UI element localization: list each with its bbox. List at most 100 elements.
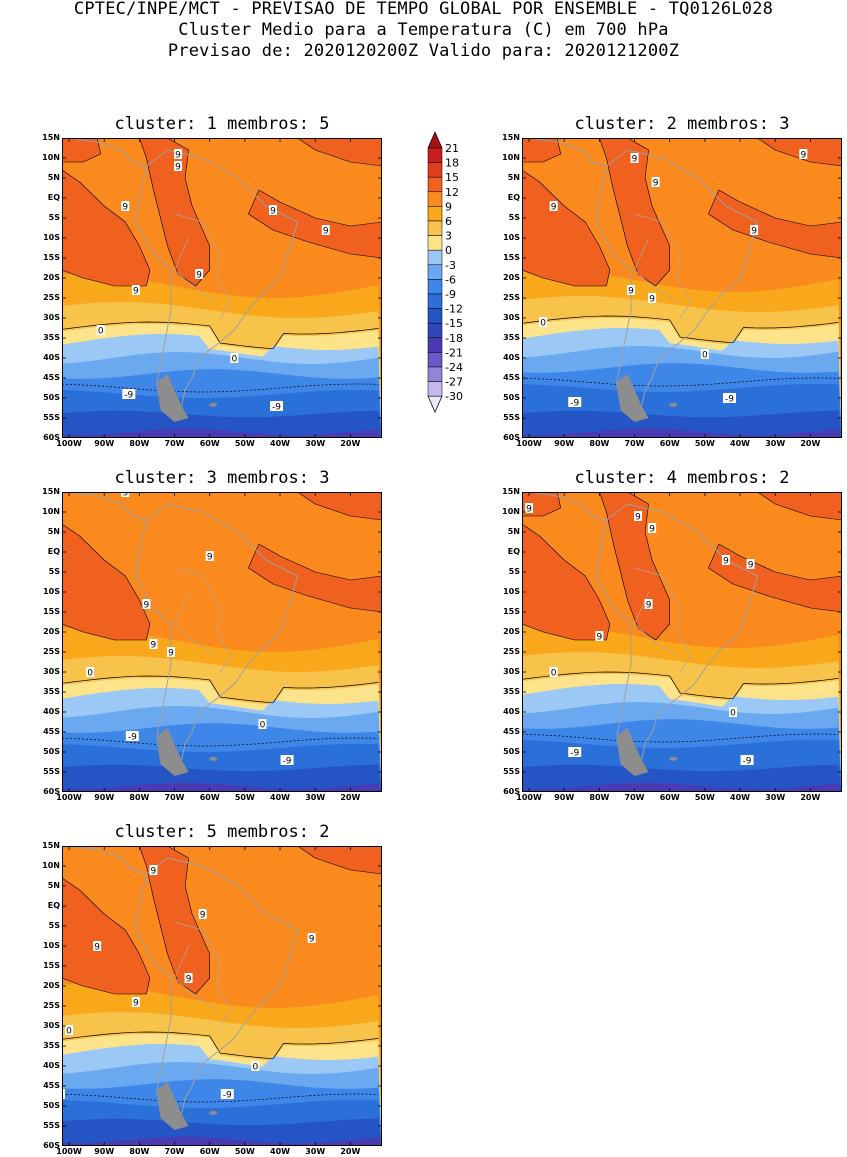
figure-header-line-2: Cluster Medio para a Temperatura (C) em … <box>178 20 669 40</box>
contour-0 <box>522 315 839 344</box>
country-border <box>634 567 681 633</box>
contour-label: 9 <box>596 633 602 643</box>
warm-region-above-9 <box>522 138 562 163</box>
lon-tick-label: 60W <box>659 793 680 802</box>
lat-tick-label: 55S <box>43 767 60 776</box>
contour-label: 9 <box>649 295 655 305</box>
lat-tick-label: 15N <box>502 487 520 496</box>
contour-label: -9 <box>570 399 579 409</box>
lat-tick-label: 15N <box>502 133 520 142</box>
lat-tick-label: 25S <box>43 293 60 302</box>
colorbar-swatch <box>427 279 443 295</box>
lon-tick-label: 100W <box>56 793 82 802</box>
colorbar-label: 6 <box>445 215 452 228</box>
contour-label: 9 <box>646 601 652 611</box>
lon-tick-label: 60W <box>199 1147 220 1156</box>
lat-tick-label: 60S <box>43 433 60 442</box>
lat-tick-label: 30S <box>503 667 520 676</box>
patagonia-landmass <box>156 1082 189 1130</box>
lat-tick-label: 5N <box>507 173 520 182</box>
contour-label: 9 <box>653 179 659 189</box>
lat-tick-label: 5S <box>48 213 60 222</box>
contour-label: 9 <box>122 203 128 213</box>
colorbar-label: 3 <box>445 230 452 243</box>
colorbar-label: -6 <box>445 273 456 286</box>
lat-tick-label: 35S <box>43 1041 60 1050</box>
lat-tick-label: 25S <box>503 293 520 302</box>
falkland-islands <box>669 402 678 407</box>
lon-tick-label: 90W <box>554 793 575 802</box>
warm-region-above-9 <box>522 523 611 641</box>
colorbar-label: 18 <box>445 157 459 170</box>
contour-label: 0 <box>551 669 557 679</box>
warm-region-above-9 <box>62 523 151 641</box>
lat-tick-label: 25S <box>503 647 520 656</box>
south-america-outline <box>135 503 299 773</box>
colorbar-swatch <box>427 366 443 382</box>
map-frame <box>62 492 382 792</box>
lon-tick-label: 80W <box>129 793 150 802</box>
colorbar-label: 9 <box>445 200 452 213</box>
lat-tick-label: 35S <box>43 333 60 342</box>
contour-label: -9 <box>223 1091 232 1101</box>
lon-tick-label: 80W <box>589 793 610 802</box>
country-border <box>174 945 217 1011</box>
lon-tick-label: 50W <box>694 793 715 802</box>
contour-label: 0 <box>66 1027 72 1037</box>
contour-label: 9 <box>175 151 181 161</box>
lon-tick-label: 70W <box>164 1147 185 1156</box>
lat-tick-label: 15S <box>43 607 60 616</box>
lon-tick-label: 100W <box>56 439 82 448</box>
contour-label: 9 <box>628 287 634 297</box>
lon-tick-label: 20W <box>800 439 821 448</box>
country-border <box>634 237 677 303</box>
lat-tick-label: 50S <box>503 747 520 756</box>
lon-tick-label: 30W <box>305 793 326 802</box>
colorbar-label: 12 <box>445 186 459 199</box>
lat-tick-label: 40S <box>43 1061 60 1070</box>
lon-tick-label: 80W <box>129 439 150 448</box>
lat-tick-label: 25S <box>43 1001 60 1010</box>
warm-region-above-9 <box>139 846 210 995</box>
temperature-band <box>62 782 381 792</box>
central-america-outline <box>68 846 147 875</box>
contour-label: 9 <box>748 561 754 571</box>
lat-tick-label: 10N <box>42 153 60 162</box>
lat-tick-label: 15S <box>43 961 60 970</box>
lat-tick-label: 35S <box>503 687 520 696</box>
lat-tick-label: 30S <box>43 313 60 322</box>
lon-tick-label: 90W <box>94 439 115 448</box>
colorbar-top-arrow <box>427 131 443 149</box>
lat-tick-label: 15N <box>42 841 60 850</box>
contour-label: 0 <box>98 327 104 337</box>
panel-title-cluster-4: cluster: 4 membros: 2 <box>574 468 790 488</box>
colorbar-swatch <box>427 191 443 207</box>
falkland-islands <box>209 756 218 761</box>
contour-label: -9 <box>743 757 752 767</box>
central-america-outline <box>68 492 147 521</box>
lon-tick-label: 90W <box>94 793 115 802</box>
lat-tick-label: 35S <box>43 687 60 696</box>
lon-tick-label: 30W <box>765 439 786 448</box>
colorbar-swatch <box>427 235 443 251</box>
lat-tick-label: 10N <box>42 861 60 870</box>
contour-minus-9 <box>522 377 839 387</box>
lat-tick-label: 45S <box>503 373 520 382</box>
contour-label: 9 <box>551 203 557 213</box>
contour-label: 0 <box>540 319 546 329</box>
lat-tick-label: 5N <box>47 881 60 890</box>
lon-tick-label: 80W <box>129 1147 150 1156</box>
lat-tick-label: 45S <box>43 727 60 736</box>
lon-tick-label: 70W <box>164 793 185 802</box>
contour-label: 9 <box>309 935 315 945</box>
warm-region-above-9 <box>62 877 151 995</box>
lat-tick-label: 50S <box>43 747 60 756</box>
lon-tick-label: 50W <box>234 439 255 448</box>
lon-tick-label: 40W <box>730 439 750 448</box>
lat-tick-label: EQ <box>47 901 60 910</box>
warm-region-above-9 <box>599 138 670 287</box>
colorbar-swatch <box>427 337 443 353</box>
contour-label: 9 <box>151 867 157 877</box>
colorbar-label: -27 <box>445 376 463 389</box>
